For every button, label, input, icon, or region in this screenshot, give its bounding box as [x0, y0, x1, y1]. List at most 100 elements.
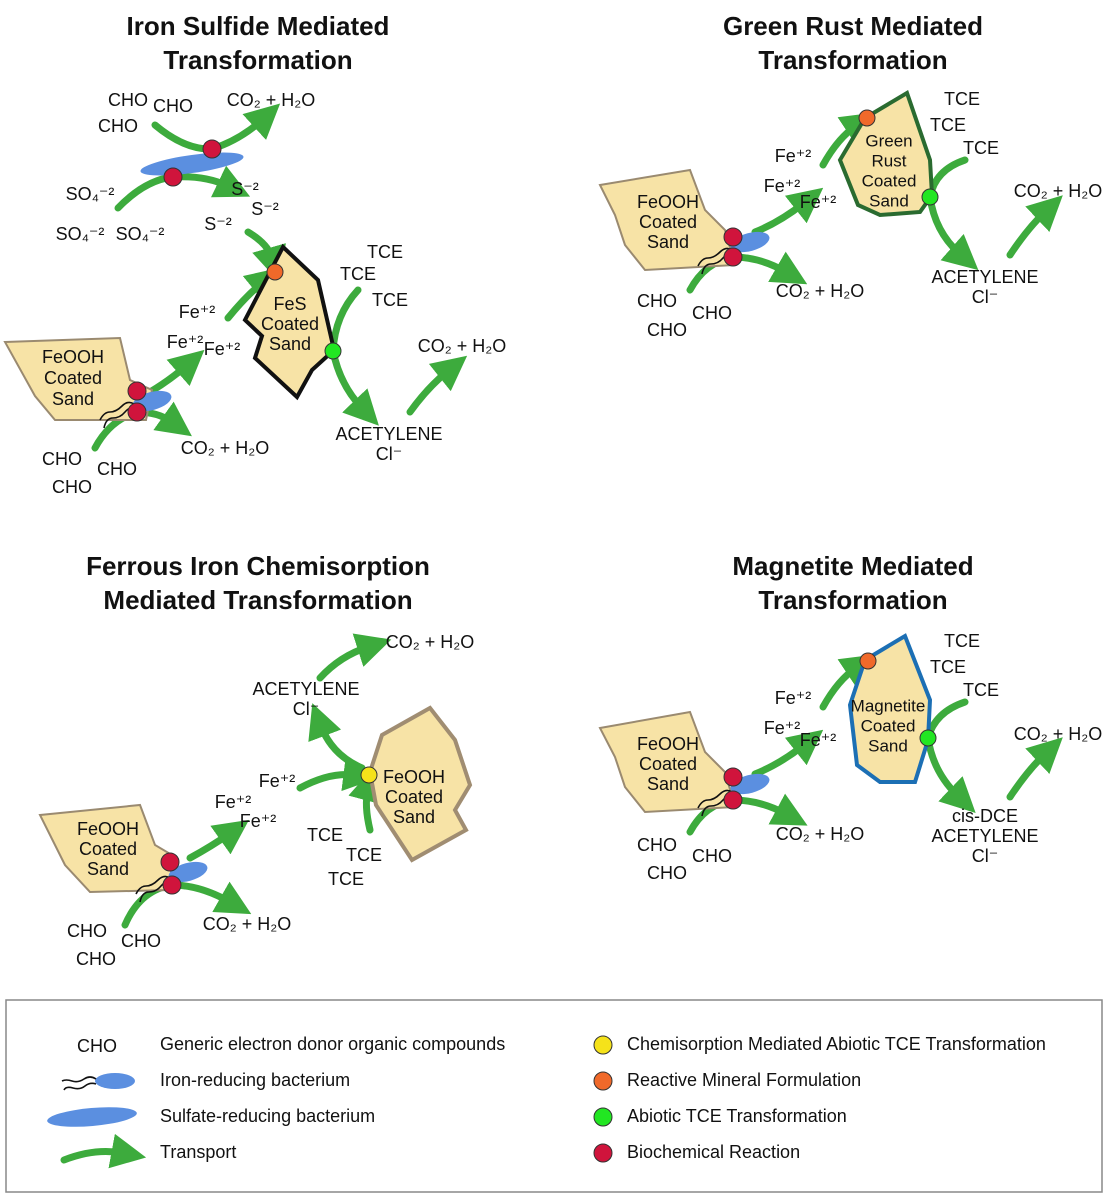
label: SO₄⁻²: [56, 224, 105, 244]
panel-chemisorption: Ferrous Iron Chemisorption Mediated Tran…: [38, 551, 475, 969]
label: CO₂ + H₂O: [776, 824, 865, 844]
biochemical-dot: [162, 875, 182, 895]
label: TCE: [963, 138, 999, 158]
label: TCE: [372, 290, 408, 310]
biochemical-dot: [723, 247, 743, 267]
transport-arrow: [224, 267, 282, 322]
label: Fe⁺²: [179, 302, 216, 322]
legend-text: Generic electron donor organic compounds: [160, 1034, 505, 1054]
transport-arrow: [186, 819, 250, 862]
panel-title: Iron Sulfide Mediated: [127, 11, 390, 41]
label: Fe⁺²: [800, 730, 837, 750]
transport-arrow: [406, 355, 468, 416]
panel-title: Green Rust Mediated: [723, 11, 983, 41]
legend-text: Abiotic TCE Transformation: [627, 1106, 847, 1126]
transport-arrow: [819, 654, 877, 711]
transport-arrow: [751, 187, 824, 236]
label: SO₄⁻²: [116, 224, 165, 244]
label: CHO: [647, 320, 687, 340]
legend-transport: [60, 1133, 147, 1169]
label: Magnetite: [851, 696, 926, 715]
label: TCE: [340, 264, 376, 284]
label: CO₂ + H₂O: [1014, 181, 1103, 201]
legend-dot: [593, 1143, 613, 1163]
panel-title: Transformation: [758, 45, 947, 75]
transport-arrow: [296, 756, 379, 792]
mineral-dot: [266, 263, 284, 281]
label: ACETYLENE: [252, 679, 359, 699]
label: CO₂ + H₂O: [386, 632, 475, 652]
label: Rust: [872, 151, 907, 170]
biochemical-dot: [160, 852, 180, 872]
label: Coated: [385, 787, 443, 807]
biochemical-dot: [723, 767, 743, 787]
label: FeS: [273, 294, 306, 314]
label: Coated: [862, 171, 917, 190]
label: Fe⁺²: [204, 339, 241, 359]
label: FeOOH: [77, 819, 139, 839]
flagella: [61, 1076, 97, 1091]
label: CHO: [67, 921, 107, 941]
label: Fe⁺²: [775, 146, 812, 166]
chemisorption-dot: [360, 766, 378, 784]
label: Coated: [261, 314, 319, 334]
label: Green: [865, 131, 912, 150]
legend-sulfate-bacterium: [47, 1107, 137, 1127]
label: TCE: [307, 825, 343, 845]
label: TCE: [930, 115, 966, 135]
biochemical-dot: [723, 790, 743, 810]
legend-text: Sulfate-reducing bacterium: [160, 1106, 375, 1126]
label: Sand: [869, 191, 909, 210]
label: Coated: [861, 716, 916, 735]
label: CHO: [97, 459, 137, 479]
panel-title: Magnetite Mediated: [732, 551, 973, 581]
iron-reducing-bacterium: [168, 861, 208, 883]
legend-text: Reactive Mineral Formulation: [627, 1070, 861, 1090]
label: Fe⁺²: [167, 332, 204, 352]
label: Sand: [87, 859, 129, 879]
label: Fe⁺²: [764, 176, 801, 196]
label: Fe⁺²: [240, 811, 277, 831]
biochemical-dot: [127, 402, 147, 422]
label: TCE: [930, 657, 966, 677]
abiotic-dot: [324, 342, 342, 360]
label: Sand: [647, 774, 689, 794]
label: CHO: [647, 863, 687, 883]
label: FeOOH: [637, 734, 699, 754]
mineral-dot: [858, 109, 876, 127]
label: ACETYLENE: [335, 424, 442, 444]
label: CHO: [52, 477, 92, 497]
label: CHO: [76, 949, 116, 969]
label: CHO: [98, 116, 138, 136]
label: CO₂ + H₂O: [227, 90, 316, 110]
label: CO₂ + H₂O: [1014, 724, 1103, 744]
label: Sand: [868, 736, 908, 755]
label: CHO: [108, 90, 148, 110]
panel-green-rust: Green Rust Mediated Transformation FeOOH…: [598, 11, 1103, 340]
label: Fe⁺²: [775, 688, 812, 708]
transport-arrow: [1006, 195, 1063, 259]
transport-arrow: [751, 729, 824, 778]
label: CO₂ + H₂O: [418, 336, 507, 356]
label: Coated: [639, 754, 697, 774]
panel-title: Transformation: [758, 585, 947, 615]
transport-arrow: [1006, 737, 1063, 801]
transport-arrow: [244, 228, 286, 282]
label: Fe⁺²: [764, 718, 801, 738]
label: CO₂ + H₂O: [776, 281, 865, 301]
fes-sand: [242, 243, 337, 401]
transport-arrow: [348, 766, 383, 834]
label: Cl⁻: [293, 699, 320, 719]
label: FeOOH: [637, 192, 699, 212]
legend-text: Transport: [160, 1142, 236, 1162]
label: Fe⁺²: [215, 792, 252, 812]
label: S⁻²: [204, 214, 232, 234]
label: cis-DCE: [952, 806, 1018, 826]
legend-dot: [593, 1107, 613, 1127]
panel-title: Mediated Transformation: [103, 585, 412, 615]
sulfate-reducing-bacterium: [140, 152, 244, 176]
label: Sand: [269, 334, 311, 354]
label: ACETYLENE: [931, 826, 1038, 846]
label: Sand: [52, 389, 94, 409]
mineral-dot: [859, 652, 877, 670]
